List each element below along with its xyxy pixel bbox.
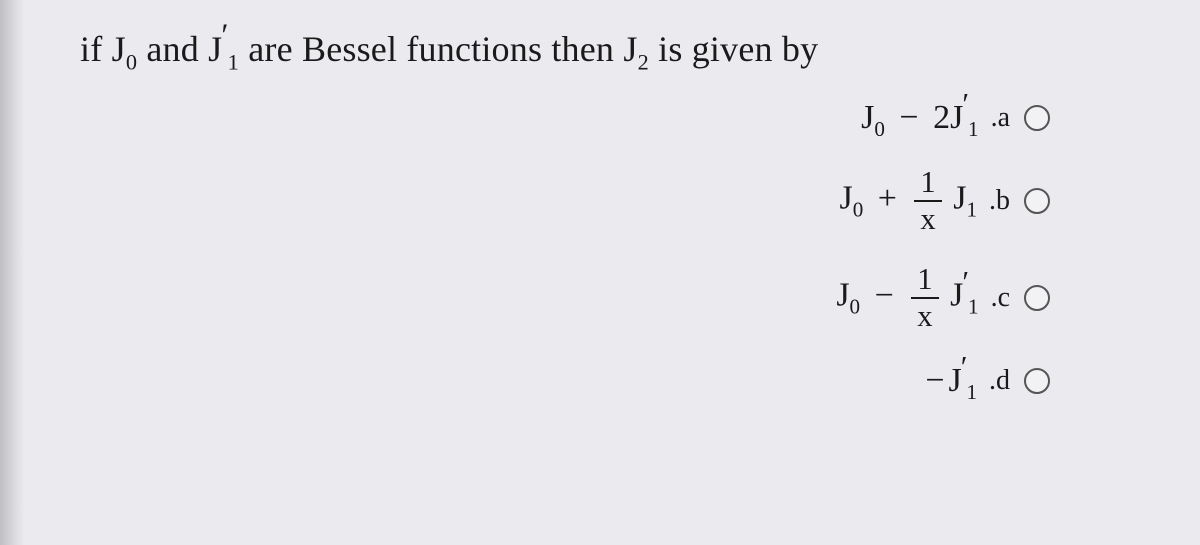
option-a[interactable]: J0 − 2J′1 .a (861, 99, 1050, 137)
fraction: 1 x (914, 167, 941, 234)
page: if J0 and J′1 are Bessel functions then … (0, 0, 1200, 545)
options-list: J0 − 2J′1 .a J0 + 1 x J1 .b (80, 99, 1160, 399)
question-math: if J0 and J′1 are Bessel functions then … (80, 29, 818, 69)
option-d-math: −J′1 (921, 362, 977, 400)
radio-d[interactable] (1024, 368, 1050, 394)
numerator: 1 (916, 167, 939, 200)
symbol-Jprime1: J′1 (208, 29, 248, 69)
text: is given by (658, 29, 818, 69)
sub: 1 (968, 117, 979, 141)
option-c[interactable]: J0 − 1 x J′1 .c (836, 264, 1050, 331)
J: J (949, 362, 962, 399)
minus: − (869, 277, 900, 314)
denominator: x (911, 297, 938, 332)
sub: 0 (853, 198, 864, 222)
numerator: 1 (913, 264, 936, 297)
J: J (839, 180, 852, 217)
text: and (146, 29, 208, 69)
fraction: 1 x (911, 264, 938, 331)
denominator: x (914, 200, 941, 235)
J: J (953, 180, 966, 217)
sub-1: 1 (228, 49, 239, 74)
option-b-math: J0 + 1 x J1 (839, 167, 977, 234)
coef: 2 (933, 99, 950, 136)
sub: 0 (874, 117, 885, 141)
J: J (112, 29, 126, 69)
sub: 1 (966, 380, 977, 404)
sub: 1 (966, 198, 977, 222)
radio-a[interactable] (1024, 105, 1050, 131)
symbol-J2: J2 (623, 29, 658, 69)
text: are Bessel functions then (248, 29, 623, 69)
radio-c[interactable] (1024, 285, 1050, 311)
radio-b[interactable] (1024, 188, 1050, 214)
sub: 0 (850, 295, 861, 319)
option-a-math: J0 − 2J′1 (861, 99, 978, 137)
option-label-d: .d (989, 365, 1010, 397)
neg: − (921, 362, 948, 399)
option-label-c: .c (991, 282, 1010, 314)
plus: + (872, 180, 903, 217)
option-b[interactable]: J0 + 1 x J1 .b (839, 167, 1050, 234)
sub-0: 0 (126, 49, 137, 74)
option-label-b: .b (989, 185, 1010, 217)
J: J (836, 277, 849, 314)
symbol-J0: J0 (112, 29, 147, 69)
sub-2: 2 (638, 49, 649, 74)
J: J (861, 99, 874, 136)
minus: − (893, 99, 924, 136)
option-d[interactable]: −J′1 .d (921, 362, 1050, 400)
text: if (80, 29, 112, 69)
sub: 1 (968, 295, 979, 319)
J: J (623, 29, 637, 69)
option-c-math: J0 − 1 x J′1 (836, 264, 978, 331)
question-text: if J0 and J′1 are Bessel functions then … (80, 28, 1160, 71)
option-label-a: .a (991, 102, 1010, 134)
